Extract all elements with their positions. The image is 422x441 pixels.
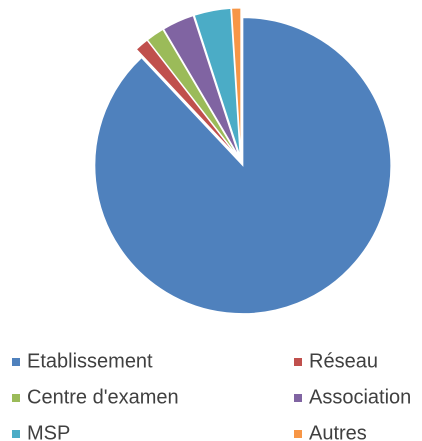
legend-label: MSP (27, 422, 70, 441)
pie-slice (193, 7, 241, 157)
pie-slice (162, 15, 240, 157)
pie-slice (135, 39, 239, 158)
legend-marker (294, 394, 302, 402)
legend-label: Réseau (309, 350, 378, 372)
legend-label: Autres (309, 422, 367, 441)
pie-slice (146, 28, 239, 158)
pie-slice (231, 7, 242, 157)
legend-marker (12, 430, 20, 438)
pie-slice (94, 17, 392, 315)
legend-label: Centre d'examen (27, 386, 179, 408)
legend-marker (294, 430, 302, 438)
legend-label: Association (309, 386, 411, 408)
legend-marker (12, 394, 20, 402)
legend-label: Etablissement (27, 350, 153, 372)
legend-marker (294, 358, 302, 366)
legend-marker (12, 358, 20, 366)
